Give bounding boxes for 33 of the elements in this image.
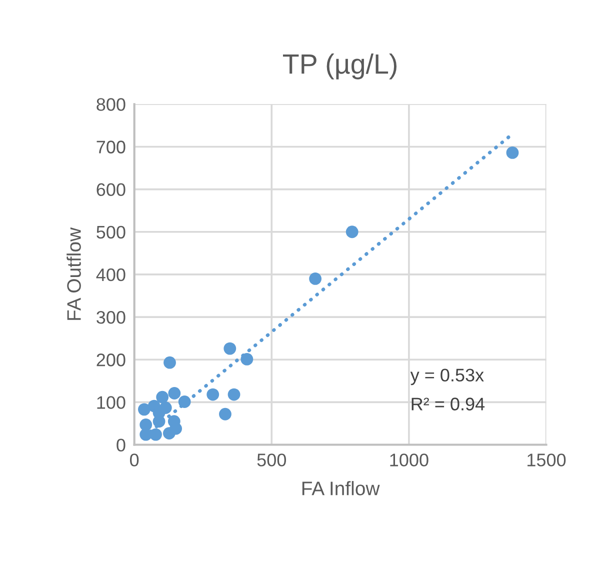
x-tick-label: 0 [130, 454, 139, 466]
y-axis-title: FA Outflow [66, 227, 81, 320]
x-tick-label: 1000 [390, 454, 428, 466]
y-tick-label: 300 [96, 310, 126, 324]
point [178, 396, 191, 408]
chart-title: TP (µg/L) [282, 53, 396, 80]
y-tick-label: 400 [96, 268, 126, 282]
x-tick-label: 1500 [528, 454, 566, 466]
point [168, 387, 181, 400]
point [228, 388, 240, 401]
point [240, 352, 254, 366]
y-tick-label: 700 [96, 140, 126, 154]
point [162, 427, 176, 440]
y-tick-label: 0 [116, 438, 126, 452]
point [219, 408, 232, 420]
y-tick-label: 100 [97, 396, 126, 409]
point [309, 272, 322, 285]
point [150, 428, 162, 441]
point [346, 226, 358, 238]
y-tick-label: 500 [96, 226, 126, 239]
y-tick-label: 800 [96, 98, 126, 111]
annotation: R² = 0.94 [412, 398, 485, 410]
annotation: y = 0.53x [410, 368, 484, 386]
point [164, 356, 176, 369]
x-tick-label: 500 [257, 454, 286, 466]
point [224, 342, 236, 355]
y-tick-label: 200 [96, 354, 126, 366]
x-axis-title: FA Inflow [302, 481, 380, 496]
point [156, 390, 169, 404]
point [206, 388, 220, 401]
y-tick-label: 600 [96, 183, 126, 196]
point [506, 146, 519, 159]
point [138, 403, 150, 416]
